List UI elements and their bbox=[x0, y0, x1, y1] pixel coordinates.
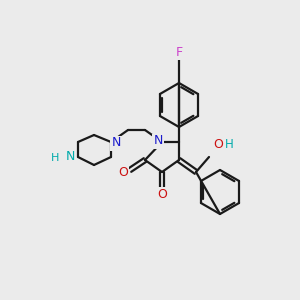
Text: F: F bbox=[176, 46, 183, 59]
Text: O: O bbox=[118, 166, 128, 178]
Text: N: N bbox=[111, 136, 121, 149]
Text: H: H bbox=[51, 153, 59, 163]
Text: N: N bbox=[153, 134, 163, 148]
Text: O: O bbox=[157, 188, 167, 200]
Text: N: N bbox=[65, 151, 75, 164]
Text: H: H bbox=[225, 139, 233, 152]
Text: O: O bbox=[213, 139, 223, 152]
